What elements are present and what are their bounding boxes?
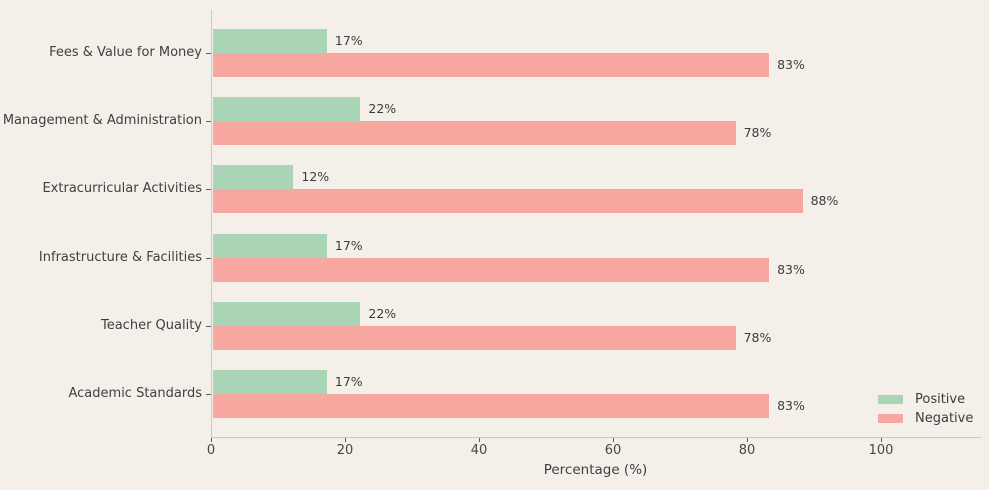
bar-value-label: 83% [777, 57, 805, 72]
category-label: Fees & Value for Money [49, 45, 202, 60]
bar-value-label: 78% [743, 125, 772, 141]
category-label: Extracurricular Activities [42, 181, 202, 197]
bar-value-label: 17% [334, 374, 363, 389]
bar-positive [213, 301, 361, 326]
bar-value-label: 22% [368, 101, 397, 117]
x-tick-mark [747, 438, 748, 442]
legend-label: Negative [915, 411, 974, 426]
x-tick-mark [211, 438, 212, 442]
bar-negative [213, 325, 736, 350]
bar-negative [213, 394, 770, 418]
bar-value-label: 83% [777, 398, 805, 413]
bar-negative [213, 189, 803, 214]
x-tick-label: 40 [470, 443, 488, 458]
x-tick-mark [881, 438, 882, 442]
x-tick-mark [479, 438, 480, 442]
x-tick-label: 60 [604, 443, 622, 458]
x-axis-title: Percentage (%) [543, 462, 648, 478]
plot-area: 17% 83% 22% 78% 12% 88% 17% 83% 22% 78% 17% 83% [211, 10, 981, 438]
y-tick-mark [206, 394, 211, 395]
legend-label: Positive [915, 392, 966, 407]
legend-swatch-positive [878, 395, 903, 404]
x-tick-mark [613, 438, 614, 442]
legend-entry: Negative [878, 409, 973, 428]
x-tick-label: 0 [206, 443, 216, 458]
category-label: Infrastructure & Facilities [38, 249, 202, 265]
category-label: Teacher Quality [100, 317, 202, 333]
legend-entry: Positive [878, 390, 973, 409]
category-label: Academic Standards [68, 386, 203, 401]
bar-negative [213, 121, 736, 146]
legend: Positive Negative [878, 390, 973, 428]
bar-positive [213, 165, 294, 190]
x-tick-mark [345, 438, 346, 442]
x-tick-label: 20 [336, 443, 354, 458]
bar-value-label: 22% [368, 305, 397, 321]
legend-swatch-negative [878, 414, 903, 423]
bar-positive [213, 97, 361, 122]
bar-value-label: 12% [301, 169, 330, 185]
bar-negative [213, 257, 770, 282]
bar-positive [213, 29, 327, 53]
x-tick-label: 100 [868, 443, 894, 458]
bar-positive [213, 233, 327, 258]
bar-value-label: 83% [777, 261, 805, 277]
bar-value-label: 78% [743, 329, 772, 345]
bar-value-label: 17% [334, 33, 363, 48]
y-tick-mark [206, 121, 211, 123]
category-label: Management & Administration [2, 113, 202, 129]
x-tick-label: 80 [738, 443, 756, 458]
bar-negative [213, 53, 770, 77]
y-tick-mark [206, 53, 211, 54]
bar-positive [213, 370, 327, 394]
y-tick-mark [206, 189, 211, 191]
bar-value-label: 17% [334, 237, 363, 253]
y-tick-mark [206, 257, 211, 259]
bar-value-label: 88% [810, 193, 839, 209]
y-tick-mark [206, 325, 211, 327]
